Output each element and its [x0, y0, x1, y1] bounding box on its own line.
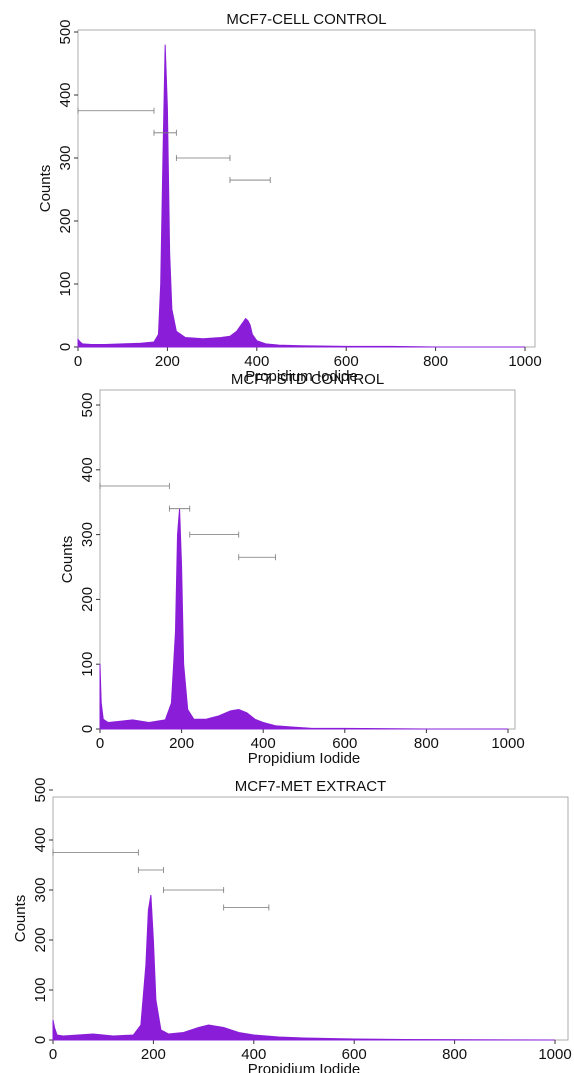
x-tick-label: 1000 [508, 353, 541, 370]
x-tick-label: 0 [96, 735, 104, 752]
y-tick-label: 400 [57, 82, 74, 107]
histogram-area [99, 508, 508, 730]
y-tick-label: 400 [32, 827, 49, 852]
x-tick-label: 0 [49, 1046, 57, 1063]
y-tick-label: 100 [32, 977, 49, 1002]
x-axis-label: Propidium Iodide [248, 1061, 361, 1073]
y-tick-label: 500 [79, 392, 96, 417]
y-tick-label: 100 [57, 271, 74, 296]
y-tick-label: 500 [32, 777, 49, 802]
y-tick-label: 500 [57, 19, 74, 44]
x-tick-label: 1000 [491, 735, 524, 752]
gate-marker [175, 155, 231, 161]
chart-title: MCF7-MET EXTRACT [235, 778, 386, 795]
y-tick-label: 0 [79, 725, 96, 733]
y-tick-label: 300 [32, 877, 49, 902]
x-tick-label: 600 [332, 735, 357, 752]
x-tick-label: 200 [155, 353, 180, 370]
gate-marker [77, 107, 155, 114]
plot-frame [77, 29, 536, 348]
gate-marker [189, 531, 240, 538]
y-axis-label: Counts [59, 536, 76, 584]
gate-marker [153, 129, 177, 136]
x-tick-label: 400 [244, 353, 269, 370]
y-tick-label: 0 [57, 343, 74, 351]
y-tick-label: 400 [79, 457, 96, 482]
gate-marker [137, 867, 164, 873]
x-tick-label: 400 [241, 1046, 266, 1063]
x-tick-label: 800 [442, 1046, 467, 1063]
y-axis-label: Counts [12, 895, 29, 943]
gate-marker [99, 483, 170, 489]
x-tick-label: 200 [169, 735, 194, 752]
chart-title: MCF7-CELL CONTROL [226, 11, 386, 28]
gate-marker [238, 554, 276, 561]
y-tick-label: 300 [57, 145, 74, 170]
histogram-area [77, 44, 525, 348]
gate-marker [229, 177, 271, 184]
y-tick-label: 200 [32, 927, 49, 952]
chart-title: MCF7-STD CONTROL [231, 371, 384, 388]
y-tick-label: 0 [32, 1036, 49, 1044]
gate-marker [52, 849, 139, 856]
x-axis-label: Propidium Iodide [245, 368, 358, 385]
x-tick-label: 1000 [538, 1046, 571, 1063]
y-tick-label: 200 [57, 208, 74, 233]
y-tick-label: 300 [79, 522, 96, 547]
x-tick-label: 800 [423, 353, 448, 370]
y-tick-label: 100 [79, 652, 96, 677]
histogram-area [52, 894, 556, 1041]
plot-frame [52, 796, 569, 1041]
gate-marker [168, 505, 191, 512]
x-axis-label: Propidium Iodide [248, 750, 361, 767]
x-tick-label: 400 [251, 735, 276, 752]
x-tick-label: 600 [334, 353, 359, 370]
y-tick-label: 200 [79, 587, 96, 612]
gate-marker [163, 887, 225, 893]
x-tick-label: 200 [141, 1046, 166, 1063]
gate-marker [223, 904, 270, 911]
plot-frame [99, 389, 516, 730]
y-axis-label: Counts [37, 165, 54, 213]
x-tick-label: 600 [342, 1046, 367, 1063]
x-tick-label: 0 [74, 353, 82, 370]
x-tick-label: 800 [414, 735, 439, 752]
